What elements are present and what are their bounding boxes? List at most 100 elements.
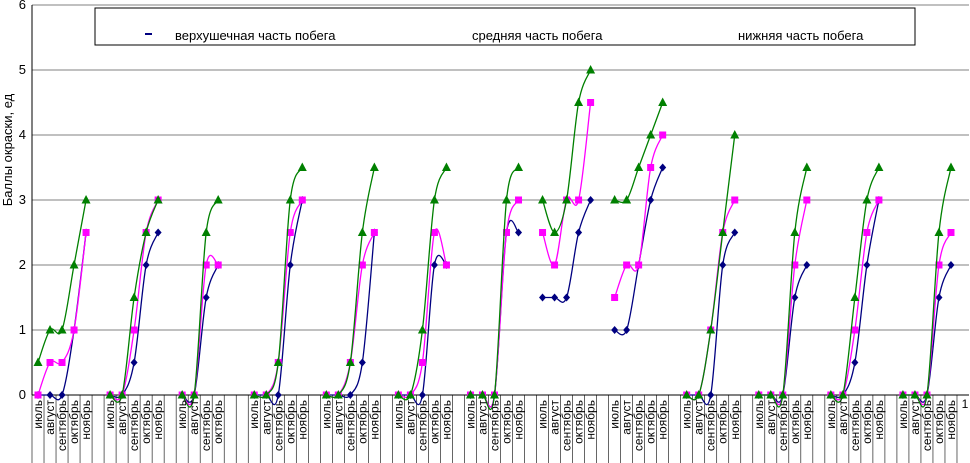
- data-point: [286, 229, 294, 236]
- category-label: июль: [391, 400, 405, 429]
- data-point: [610, 195, 620, 204]
- data-point: [935, 261, 943, 269]
- category-label: октябрь: [644, 400, 658, 444]
- category-label: октябрь: [211, 400, 225, 444]
- data-point: [273, 357, 283, 366]
- y-tick-label: 5: [19, 62, 26, 77]
- category-label: октябрь: [500, 400, 514, 444]
- data-point: [766, 390, 776, 399]
- category-label: ноябрь: [295, 400, 309, 440]
- category-label: ноябрь: [79, 400, 93, 440]
- data-point: [586, 65, 596, 74]
- data-point: [707, 391, 715, 399]
- category-label: июль: [247, 400, 261, 429]
- data-point: [791, 293, 799, 302]
- data-point: [635, 261, 643, 269]
- data-point: [731, 196, 739, 204]
- y-axis-title: Баллы окраски, ед: [0, 93, 15, 206]
- data-point: [358, 261, 366, 269]
- series-line: [37, 199, 87, 363]
- series-line: [758, 167, 808, 408]
- category-label: октябрь: [67, 400, 81, 444]
- data-point: [357, 227, 367, 236]
- data-point: [514, 162, 524, 171]
- category-label: ноябрь: [944, 400, 958, 440]
- category-label: октябрь: [788, 400, 802, 444]
- data-point: [803, 261, 811, 269]
- category-label: август: [403, 400, 417, 435]
- data-point: [910, 390, 920, 399]
- data-point: [441, 162, 451, 171]
- series-line: [181, 254, 219, 406]
- series-line: [109, 199, 159, 403]
- category-label: июль: [608, 400, 622, 429]
- data-point: [947, 229, 955, 236]
- data-point: [369, 162, 379, 171]
- category-label: сентябрь: [920, 400, 934, 451]
- y-tick-label: 4: [19, 127, 26, 142]
- data-point: [634, 162, 644, 171]
- data-point: [57, 325, 67, 334]
- gridlines: [31, 4, 969, 463]
- data-point: [875, 196, 883, 204]
- series-line: [902, 264, 952, 403]
- series-line: [470, 219, 520, 408]
- series-3: [33, 65, 956, 411]
- data-point: [802, 162, 812, 171]
- data-point: [562, 195, 572, 204]
- category-label: июль: [319, 400, 333, 429]
- data-point: [850, 292, 860, 301]
- y-tick-label: 1: [19, 322, 26, 337]
- data-point: [130, 326, 138, 334]
- category-label: октябрь: [283, 400, 297, 444]
- data-point: [261, 390, 271, 399]
- series-line: [614, 167, 664, 336]
- category-label: ноябрь: [151, 400, 165, 440]
- data-point: [34, 391, 42, 399]
- data-point: [874, 162, 884, 171]
- data-point: [935, 293, 943, 302]
- data-point: [177, 390, 187, 399]
- category-label: ноябрь: [584, 400, 598, 440]
- category-label-extra: 1: [962, 397, 969, 411]
- data-point: [778, 390, 788, 399]
- category-label: октябрь: [860, 400, 874, 444]
- series-line: [181, 199, 219, 408]
- category-label: сентябрь: [271, 400, 285, 451]
- data-point: [477, 390, 487, 399]
- series-line: [109, 232, 159, 399]
- series-line: [830, 167, 880, 403]
- legend: верхушечная часть побега средняя часть п…: [94, 7, 916, 46]
- data-point: [551, 293, 559, 302]
- data-point: [623, 261, 631, 269]
- category-label: август: [548, 400, 562, 435]
- data-point: [574, 97, 584, 106]
- category-label: октябрь: [716, 400, 730, 444]
- series-2: [34, 99, 955, 408]
- data-point: [345, 357, 355, 366]
- data-point: [647, 164, 655, 171]
- data-point: [154, 228, 162, 237]
- category-label: октябрь: [427, 400, 441, 444]
- data-point: [286, 261, 294, 269]
- data-point: [826, 390, 836, 399]
- category-label: сентябрь: [776, 400, 790, 451]
- category-label: октябрь: [139, 400, 153, 444]
- category-label: август: [187, 400, 201, 435]
- series-line: [470, 199, 520, 408]
- data-point: [45, 325, 55, 334]
- data-point: [922, 390, 932, 399]
- data-point: [285, 195, 295, 204]
- series-line: [541, 102, 592, 267]
- data-point: [370, 229, 378, 236]
- category-label: июль: [896, 400, 910, 429]
- data-point: [142, 261, 150, 269]
- data-point: [46, 359, 54, 366]
- data-point: [658, 97, 668, 106]
- category-label: август: [115, 400, 129, 435]
- data-point: [70, 326, 78, 334]
- data-point: [754, 390, 764, 399]
- data-point: [202, 261, 210, 269]
- category-label: сентябрь: [199, 400, 213, 451]
